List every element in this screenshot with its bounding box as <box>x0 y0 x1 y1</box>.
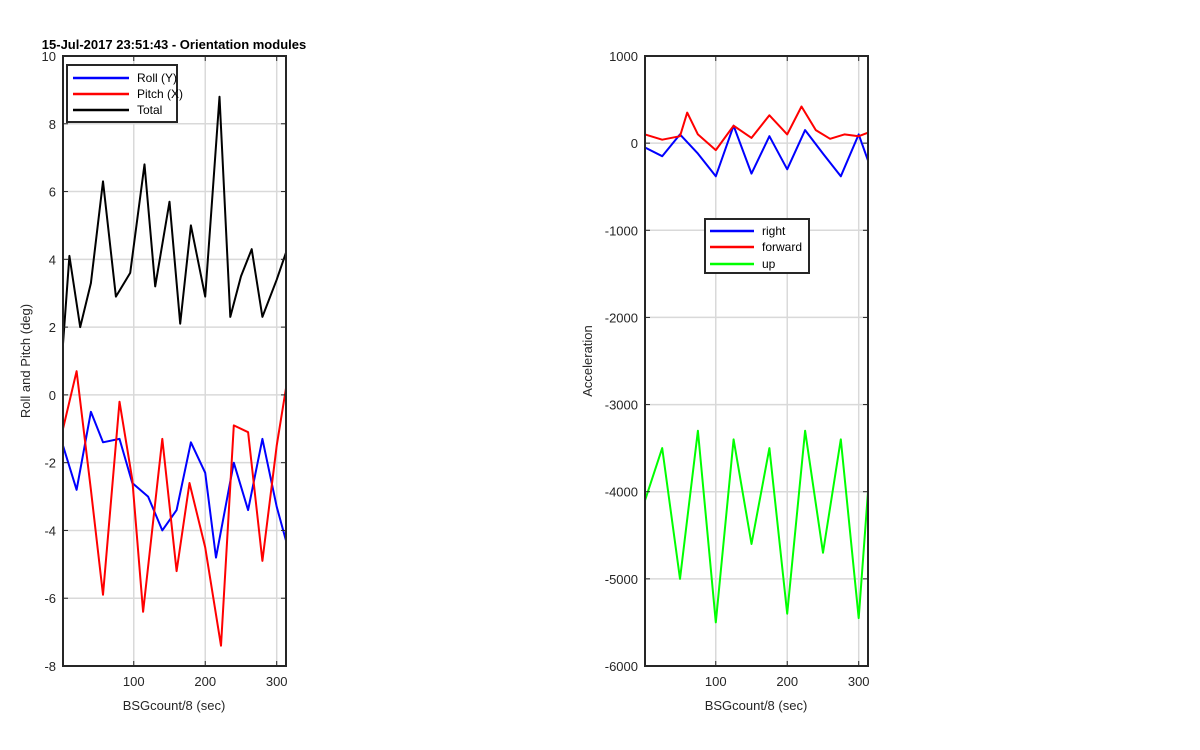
right-y-tick-label: -3000 <box>605 398 638 413</box>
legend-label-up: up <box>762 257 776 271</box>
left-legend: Roll (Y) Pitch (X) Total <box>66 64 183 123</box>
left-y-tick-label: 10 <box>42 49 56 64</box>
left-ticks: 100 200 300 -8 -6 -4 -2 0 2 4 6 8 10 <box>42 49 288 689</box>
right-ticks: 100 200 300 -6000 -5000 -4000 -3000 -2000 -1000 0… <box>605 49 870 689</box>
left-y-tick-label: 4 <box>49 252 56 267</box>
right-y-tick-label: -4000 <box>605 485 638 500</box>
right-y-tick-label: -6000 <box>605 659 638 674</box>
series-line-forward <box>644 105 869 152</box>
left-grid <box>63 55 286 667</box>
series-line-roll-y <box>62 410 287 559</box>
right-x-tick-label: 300 <box>848 674 870 689</box>
right-series-layer <box>644 105 869 624</box>
left-x-tick-label: 100 <box>123 674 145 689</box>
left-y-tick-label: 0 <box>49 388 56 403</box>
right-x-axis-label: BSGcount/8 (sec) <box>705 698 808 713</box>
right-x-tick-label: 200 <box>776 674 798 689</box>
left-series-layer <box>62 95 287 647</box>
right-y-tick-label: 0 <box>631 136 638 151</box>
right-y-tick-label: -1000 <box>605 223 638 238</box>
right-grid <box>645 55 868 667</box>
right-y-tick-label: -2000 <box>605 310 638 325</box>
left-y-tick-label: -4 <box>44 523 56 538</box>
left-y-tick-label: 8 <box>49 117 56 132</box>
left-axes-box <box>62 55 287 667</box>
legend-label-forward: forward <box>762 240 802 254</box>
left-y-tick-label: -8 <box>44 659 56 674</box>
left-x-tick-label: 300 <box>266 674 288 689</box>
series-line-pitch-x <box>62 370 287 647</box>
left-plot-area <box>63 56 286 666</box>
right-y-axis-label: Acceleration <box>580 325 595 397</box>
right-x-tick-label: 100 <box>705 674 727 689</box>
legend-label-right: right <box>762 224 786 238</box>
right-y-tick-label: 1000 <box>609 49 638 64</box>
left-x-axis-label: BSGcount/8 (sec) <box>123 698 226 713</box>
series-line-up <box>644 429 869 624</box>
series-line-total <box>62 95 287 345</box>
left-axes: 100 200 300 -8 -6 -4 -2 0 2 4 6 8 10 15-Jul-2017 23:… <box>18 37 306 713</box>
left-y-axis-label: Roll and Pitch (deg) <box>18 304 33 418</box>
legend-label-pitch: Pitch (X) <box>137 87 183 101</box>
legend-label-total: Total <box>137 103 162 117</box>
left-x-tick-label: 200 <box>194 674 216 689</box>
left-y-tick-label: -6 <box>44 591 56 606</box>
right-axes-box <box>644 55 869 667</box>
left-y-tick-label: 6 <box>49 185 56 200</box>
left-y-tick-label: -2 <box>44 456 56 471</box>
right-legend: right forward up <box>704 218 810 274</box>
left-y-tick-label: 2 <box>49 320 56 335</box>
left-chart-title: 15-Jul-2017 23:51:43 - Orientation modul… <box>42 37 306 52</box>
series-line-right <box>644 124 869 178</box>
right-axes: 100 200 300 -6000 -5000 -4000 -3000 -2000 -1000 0… <box>580 49 870 713</box>
legend-label-roll: Roll (Y) <box>137 71 177 85</box>
right-y-tick-label: -5000 <box>605 572 638 587</box>
